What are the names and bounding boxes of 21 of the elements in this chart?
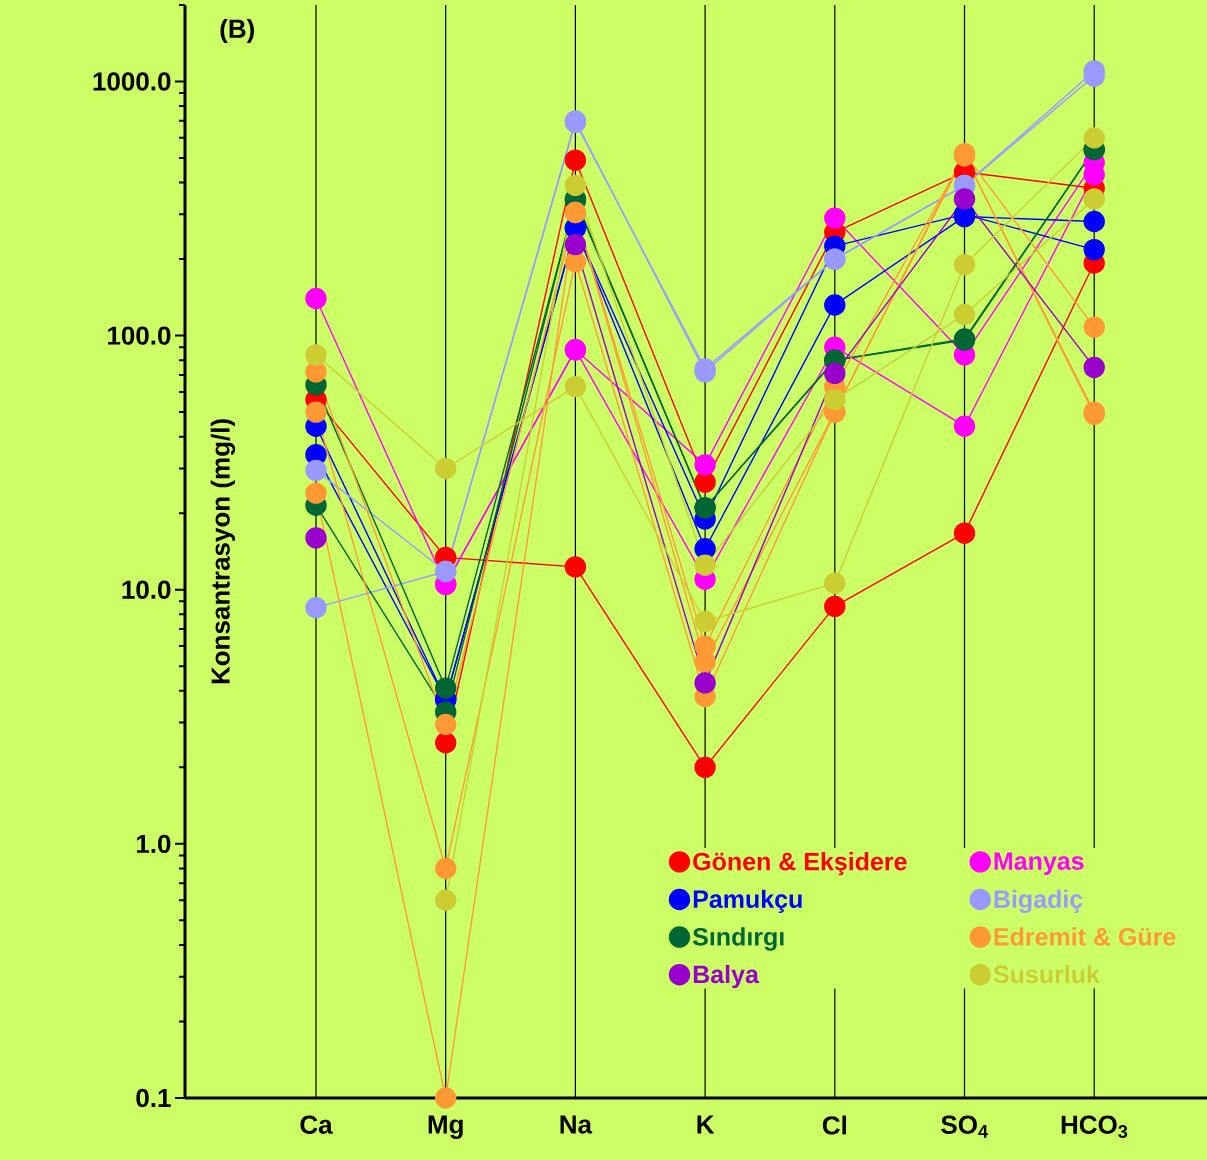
legend-label: Sındırgı: [692, 927, 784, 951]
legend-label: Manyas: [994, 852, 1084, 875]
legend-label: Pamukçu: [693, 889, 802, 913]
legend-label: Bigadiç: [994, 889, 1083, 914]
x-tick-label: K: [697, 1115, 715, 1134]
legend-label: Edremit & Güre: [994, 927, 1176, 946]
legend-label: Balya: [693, 964, 760, 989]
y-tick-label: 1.0: [136, 834, 171, 854]
y-tick-label: 0.1: [136, 1088, 171, 1108]
y-tick-label: 10.0: [122, 580, 171, 599]
text: (B): [220, 18, 254, 44]
x-tick-label: Na: [560, 1115, 593, 1134]
x-tick-label: Cl: [822, 1115, 846, 1135]
x-tick-label: SO$_{4}$: [941, 1115, 988, 1138]
y-tick-label: 1000.0: [93, 72, 171, 91]
legend-label: Gönen & Ekşidere: [693, 852, 907, 876]
x-tick-label: Ca: [300, 1115, 333, 1134]
y-tick-label: 100.0: [108, 326, 171, 345]
y-axis-title: Konsantrasyon (mg/l): [210, 419, 236, 684]
x-tick-label: HCO$_{3}$: [1061, 1115, 1128, 1139]
x-tick-label: Mg: [428, 1115, 463, 1139]
